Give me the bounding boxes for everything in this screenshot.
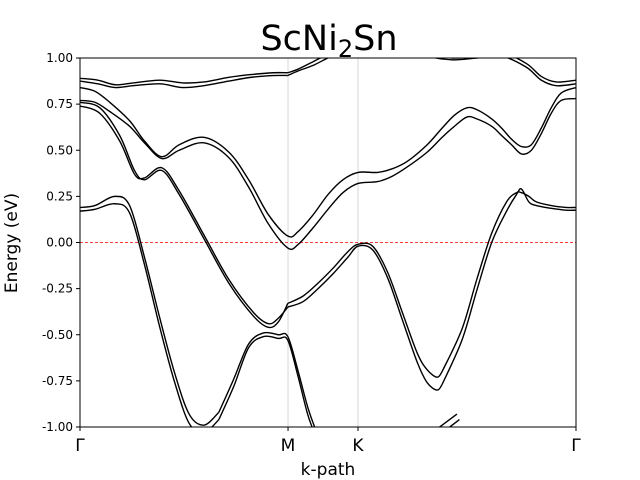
- plot-area: [79, 57, 577, 428]
- band-line: [287, 242, 443, 378]
- y-tick-label: 0.50: [46, 143, 73, 157]
- band-line: [218, 331, 316, 427]
- y-tick-label: 0.25: [46, 189, 73, 203]
- kpoint-gridlines: [287, 58, 359, 427]
- kpoint-label: Γ: [571, 436, 581, 456]
- y-axis-label: Energy (eV): [2, 193, 22, 293]
- band-line: [218, 335, 313, 427]
- band-line: [80, 101, 289, 329]
- band-line: [80, 203, 220, 427]
- kpoint-label: K: [352, 436, 364, 456]
- kpoint-label: M: [281, 436, 296, 456]
- band-lines: [80, 58, 576, 427]
- band-line: [441, 188, 576, 385]
- y-tick-label: 0.00: [46, 236, 73, 250]
- chart-title: ScNi2Sn: [260, 19, 397, 63]
- band-line: [80, 195, 220, 426]
- y-tick-label: 0.75: [46, 97, 73, 111]
- band-line: [80, 74, 288, 89]
- band-line: [80, 105, 289, 325]
- y-tick-label: -0.75: [42, 374, 73, 388]
- band-line: [287, 58, 576, 83]
- chart-title-prefix: ScNi: [260, 19, 337, 59]
- band-line: [438, 413, 458, 427]
- y-axis: -1.00 -0.75 -0.50 -0.25 0.00 0.25 0.50 0.75 1.00: [42, 51, 80, 434]
- band-line: [448, 419, 460, 427]
- x-axis-label: k-path: [301, 460, 356, 480]
- chart-title-suffix: Sn: [353, 19, 397, 59]
- y-tick-label: 1.00: [46, 51, 73, 65]
- y-tick-label: -0.50: [42, 328, 73, 342]
- band-line: [80, 71, 288, 86]
- band-line: [287, 58, 576, 87]
- y-tick-label: -0.25: [42, 282, 73, 296]
- band-line: [80, 86, 576, 238]
- y-tick-label: -1.00: [42, 420, 73, 434]
- band-line: [287, 244, 443, 391]
- chart-title-subscript: 2: [338, 35, 353, 63]
- kpoint-label: Γ: [75, 436, 85, 456]
- band-line: [441, 191, 576, 372]
- band-line: [80, 97, 576, 251]
